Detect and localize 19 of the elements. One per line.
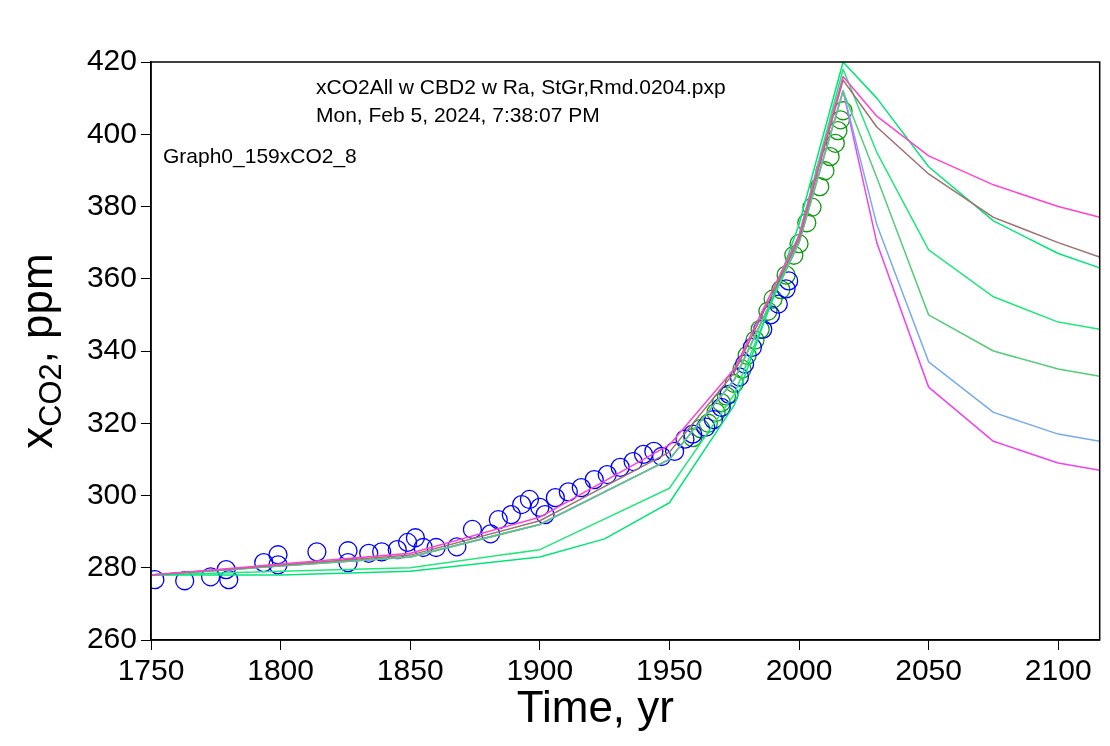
annotation: Graph0_159xCO2_8 <box>163 144 357 168</box>
x-tick-label: 2100 <box>1024 653 1092 687</box>
x-tick-label: 1850 <box>376 653 444 687</box>
y-tick-label: 340 <box>86 332 137 366</box>
y-tick-label: 280 <box>86 549 137 583</box>
y-tick-label: 360 <box>86 260 137 294</box>
y-tick-label: 420 <box>86 43 137 77</box>
y-tick-label: 380 <box>86 187 137 221</box>
x-tick-label: 2050 <box>895 653 962 687</box>
x-tick-label: 2000 <box>765 653 833 687</box>
annotation: xCO2All w CBD2 w Ra, StGr,Rmd.0204.pxp <box>316 75 726 98</box>
annotation: Mon, Feb 5, 2024, 7:38:07 PM <box>316 103 600 126</box>
x-tick-label: 1750 <box>117 653 185 687</box>
y-axis-title: xCO2, ppm <box>12 253 68 449</box>
y-tick-label: 320 <box>86 404 137 438</box>
y-tick-label: 260 <box>86 621 137 655</box>
y-tick-label: 300 <box>86 476 137 510</box>
x-tick-label: 1800 <box>247 653 314 687</box>
y-tick-label: 400 <box>86 115 137 149</box>
